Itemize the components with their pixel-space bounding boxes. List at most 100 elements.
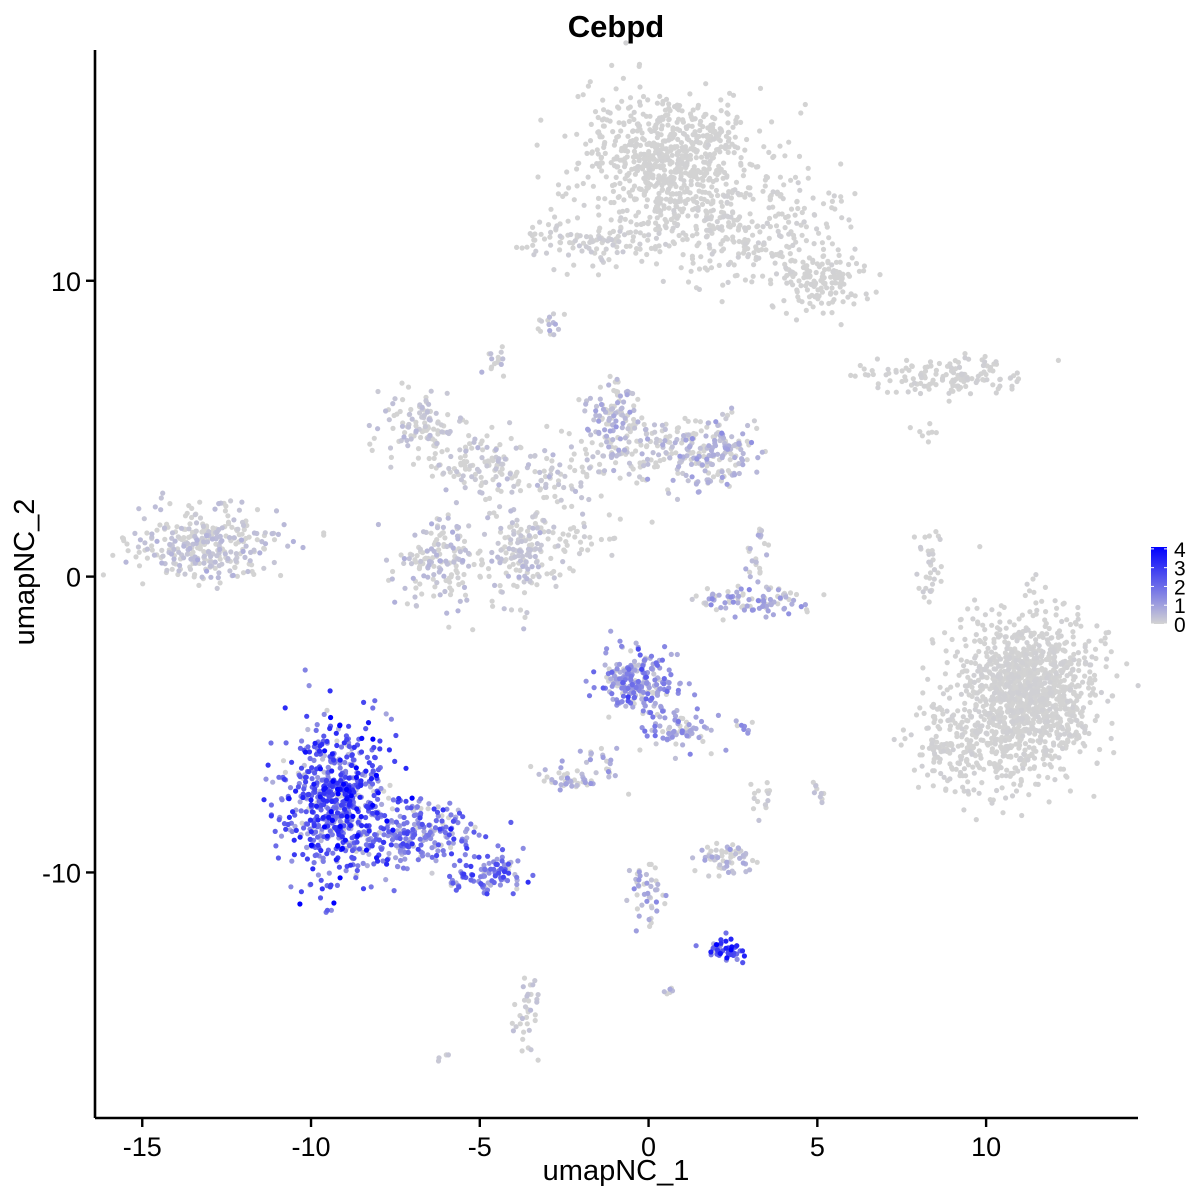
data-point (775, 228, 781, 234)
data-point (601, 144, 607, 150)
data-point (520, 984, 526, 990)
data-point (431, 455, 437, 461)
data-point (614, 745, 620, 751)
data-point (514, 517, 520, 523)
data-point (506, 546, 512, 552)
data-point (991, 666, 997, 672)
data-point (646, 121, 652, 127)
data-point (601, 468, 608, 474)
data-point (663, 225, 669, 231)
data-point (584, 474, 590, 480)
data-point (532, 553, 538, 560)
data-point (1040, 756, 1046, 762)
data-point (635, 419, 641, 425)
data-point (655, 881, 661, 888)
data-point (444, 543, 450, 550)
data-point (1092, 717, 1098, 724)
data-point (528, 1047, 534, 1053)
data-point (630, 238, 636, 244)
data-point (978, 737, 984, 743)
data-point (488, 366, 494, 372)
data-point (620, 186, 627, 192)
data-point (433, 410, 439, 416)
data-point (686, 722, 692, 728)
data-point (950, 370, 957, 376)
data-point (914, 571, 920, 577)
data-point (702, 111, 708, 118)
data-point (740, 852, 746, 859)
data-point (658, 208, 664, 214)
data-point (936, 744, 942, 751)
data-point (634, 222, 640, 228)
data-point (947, 726, 953, 733)
data-point (648, 877, 655, 883)
data-point (571, 197, 577, 203)
data-point (600, 406, 607, 412)
data-point (699, 462, 706, 468)
data-point (900, 727, 907, 733)
data-point (1014, 370, 1020, 376)
data-point (969, 684, 975, 690)
data-point (169, 530, 176, 536)
data-point (530, 242, 536, 248)
data-point (445, 1052, 451, 1058)
data-point (940, 691, 947, 697)
data-point (219, 561, 225, 567)
data-point (911, 380, 918, 386)
data-point (745, 254, 751, 260)
data-point (628, 113, 634, 119)
data-point (1033, 650, 1039, 657)
data-point (226, 521, 232, 527)
data-point (831, 297, 837, 303)
data-point (1027, 766, 1033, 772)
data-point (639, 451, 645, 457)
data-point (505, 573, 511, 579)
data-point (988, 649, 995, 655)
data-point (740, 462, 746, 468)
data-point (989, 800, 995, 806)
data-point (534, 559, 540, 565)
data-point (915, 784, 922, 790)
data-point (207, 563, 213, 569)
data-point (484, 433, 490, 439)
data-point (680, 252, 686, 258)
data-point (564, 542, 570, 548)
data-point (590, 183, 597, 189)
data-point (799, 232, 805, 238)
data-point (908, 732, 914, 738)
data-point (683, 472, 689, 478)
data-point (1047, 679, 1053, 685)
data-point (622, 156, 628, 162)
data-point (557, 233, 563, 239)
data-point (577, 748, 583, 754)
data-point (275, 531, 281, 538)
data-point (435, 541, 441, 548)
data-point (993, 686, 999, 692)
data-point (689, 171, 696, 177)
data-point (913, 712, 920, 718)
data-point (169, 566, 175, 572)
data-point (672, 755, 679, 762)
data-point (616, 120, 622, 126)
data-point (711, 136, 717, 142)
data-point (693, 593, 699, 599)
data-point (725, 446, 731, 452)
data-point (693, 726, 699, 732)
data-point (620, 208, 626, 214)
data-point (786, 231, 792, 237)
data-point (731, 150, 737, 156)
data-point (626, 867, 633, 874)
data-point (645, 890, 651, 897)
data-point (508, 435, 514, 442)
data-point (537, 328, 544, 334)
data-point (696, 734, 702, 741)
data-point (1039, 631, 1045, 637)
data-point (680, 130, 687, 137)
data-point (389, 806, 395, 812)
data-point (557, 536, 563, 542)
data-point (136, 549, 142, 555)
data-point (761, 540, 768, 547)
data-point (740, 431, 746, 437)
data-point (956, 761, 963, 767)
data-point (821, 592, 827, 598)
